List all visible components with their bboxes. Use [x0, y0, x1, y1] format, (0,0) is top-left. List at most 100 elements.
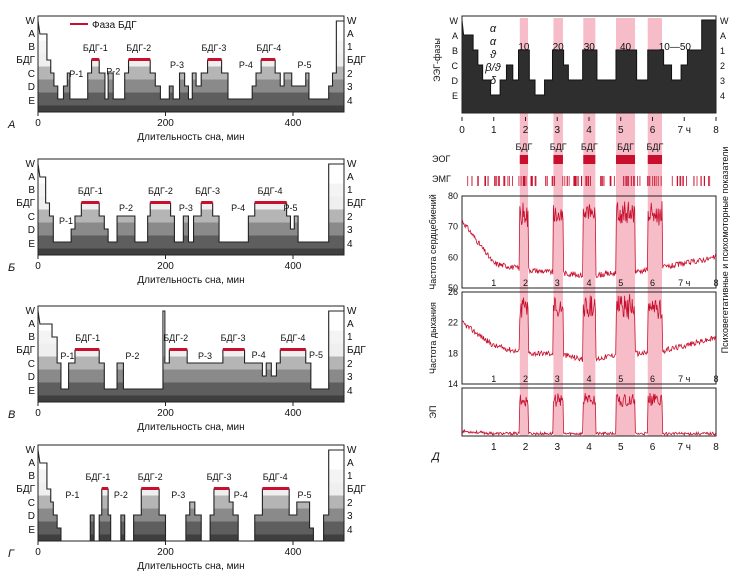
stage-label-right: W: [347, 159, 357, 170]
rem-duration-number: 40: [620, 42, 632, 53]
stage-label-right: W: [720, 16, 729, 26]
inner-hour-label: 5: [618, 374, 623, 384]
stage-label-right: 1: [347, 471, 353, 482]
trace-frame: [461, 387, 717, 437]
y-tick-label: 14: [448, 379, 458, 389]
rem-tag: БДГ: [646, 142, 663, 152]
stage-label-left: A: [28, 29, 35, 40]
hypnogram-frame: [461, 15, 717, 114]
depth-band: [38, 105, 344, 112]
rem-bar: [254, 201, 287, 204]
physiology-trace: [461, 201, 717, 279]
hour-tick-label: 0: [459, 125, 465, 136]
inner-hour-label: 3: [555, 278, 560, 288]
inner-hour-label: 4: [586, 374, 591, 384]
eog-burst: [553, 155, 563, 164]
legend-label: Фаза БДГ: [92, 20, 137, 31]
bottom-hour-label: 4: [586, 442, 592, 453]
stage-label-right: БДГ: [347, 198, 366, 209]
stage-label-left: A: [452, 31, 458, 41]
stage-label-right: A: [347, 458, 354, 469]
rem-bar: [169, 348, 188, 351]
inner-hour-label: 7 ч: [678, 278, 691, 288]
panel-frame: [37, 305, 345, 403]
phase-annotation: БДГ-3: [195, 186, 220, 196]
x-tick-label: 200: [157, 261, 174, 272]
stage-label-right: 4: [720, 91, 725, 101]
stage-label-left: W: [450, 16, 459, 26]
inner-hour-label: 6: [650, 278, 655, 288]
eeg-rhythm-label: δ: [490, 75, 497, 87]
stage-label-right: W: [347, 445, 357, 456]
x-tick-label: 200: [157, 547, 174, 558]
phase-annotation: БДГ-2: [163, 333, 188, 343]
stage-label-right: A: [720, 31, 726, 41]
series-label: Частота сердцебиений: [428, 194, 438, 290]
stage-label-right: БДГ: [347, 484, 366, 495]
stage-label-left: E: [28, 386, 35, 397]
y-tick-label: 26: [448, 287, 458, 297]
inner-hour-label: 2: [523, 278, 528, 288]
depth-band: [38, 534, 344, 541]
physiology-trace: [461, 293, 717, 363]
series-label: ЭП: [428, 406, 438, 419]
depth-band: [38, 395, 344, 402]
panel-letter: Г: [8, 548, 15, 560]
eog-burst: [647, 155, 663, 164]
phase-annotation: Р-4: [231, 203, 245, 213]
hour-tick-label: 7 ч: [677, 125, 691, 136]
stage-label-left: БДГ: [16, 55, 35, 66]
rem-window: [583, 18, 596, 436]
rem-duration-number: 10: [518, 42, 530, 53]
stage-label-right: 2: [347, 359, 353, 370]
stage-label-left: W: [26, 16, 36, 27]
stage-label-right: W: [347, 306, 357, 317]
x-tick-label: 0: [35, 547, 41, 558]
phase-annotation: БДГ-1: [83, 43, 108, 53]
hour-tick-label: 6: [650, 125, 656, 136]
rem-bar: [81, 201, 100, 204]
stage-label-right: 4: [347, 386, 353, 397]
above-curve-mask: [38, 16, 344, 99]
stage-label-left: D: [28, 372, 35, 383]
phase-annotation: БДГ-2: [148, 186, 173, 196]
inner-hour-label: 1: [491, 374, 496, 384]
inner-hour-label: 1: [491, 278, 496, 288]
stage-label-left: C: [452, 61, 459, 71]
rem-window: [553, 18, 563, 436]
rem-window: [647, 18, 663, 436]
rem-bar: [201, 201, 213, 204]
stage-label-left: D: [452, 76, 459, 86]
phase-annotation: Р-2: [119, 203, 133, 213]
stage-label-right: 4: [347, 525, 353, 536]
hour-tick-label: 4: [586, 125, 592, 136]
bottom-hour-label: 6: [650, 442, 656, 453]
hypnogram-line: [37, 310, 344, 390]
rem-bar: [280, 348, 306, 351]
hour-tick-label: 5: [618, 125, 624, 136]
stage-label-left: C: [28, 498, 35, 509]
phase-annotation: БДГ-3: [202, 43, 227, 53]
x-tick-label: 400: [285, 547, 302, 558]
rem-duration-number: 10—50: [659, 42, 692, 53]
stage-label-left: C: [28, 69, 35, 80]
stage-label-left: A: [28, 319, 35, 330]
x-tick-label: 0: [35, 408, 41, 419]
phase-annotation: Р-1: [60, 351, 74, 361]
rem-bar: [141, 487, 160, 490]
stage-label-right: 4: [347, 239, 353, 250]
rem-bar: [150, 201, 171, 204]
above-curve-mask: [38, 445, 344, 541]
panel-letter: А: [7, 119, 15, 131]
hour-tick-label: 1: [491, 125, 497, 136]
phase-annotation: Р-2: [106, 66, 120, 76]
rem-duration-number: 20: [553, 42, 565, 53]
eog-burst: [615, 155, 636, 164]
stage-label-left: W: [26, 445, 36, 456]
y-tick-label: 18: [448, 348, 458, 358]
stage-label-left: B: [28, 471, 35, 482]
eog-burst: [519, 155, 529, 164]
inner-hour-label: 8: [713, 374, 718, 384]
